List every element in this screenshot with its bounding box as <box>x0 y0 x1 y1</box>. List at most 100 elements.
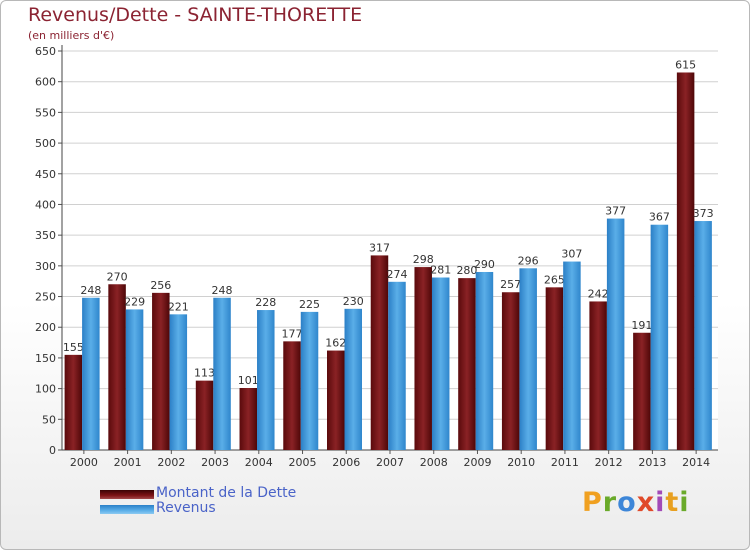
x-tick-label: 2002 <box>157 456 185 469</box>
bar-revenus <box>169 314 188 450</box>
data-label-revenus: 229 <box>124 295 145 308</box>
y-tick-label: 300 <box>35 260 56 273</box>
bar-revenus <box>519 268 537 450</box>
bar-revenus <box>82 297 100 450</box>
proxiti-logo: Proxiti <box>582 487 690 518</box>
data-label-revenus: 367 <box>649 211 670 224</box>
bar-revenus <box>606 218 625 450</box>
bar-revenus <box>388 281 406 450</box>
data-label-dette: 162 <box>325 337 346 350</box>
data-label-dette: 113 <box>194 367 215 380</box>
logo-letter: P <box>582 487 603 518</box>
y-tick-label: 100 <box>35 383 56 396</box>
y-tick-label: 200 <box>35 321 56 334</box>
bar-revenus <box>213 297 231 450</box>
data-label-revenus: 377 <box>605 205 626 218</box>
bar-dette <box>501 292 520 450</box>
bar-dette <box>327 350 345 450</box>
x-tick-label: 2014 <box>682 456 710 469</box>
bar-revenus <box>650 224 669 450</box>
y-tick-label: 450 <box>35 168 56 181</box>
bar-dette <box>283 341 301 450</box>
bar-dette <box>633 332 651 450</box>
bar-revenus <box>431 277 450 450</box>
data-label-dette: 270 <box>107 270 128 283</box>
bar-dette <box>370 255 389 450</box>
x-tick-label: 2008 <box>420 456 448 469</box>
y-tick-label: 600 <box>35 76 56 89</box>
bar-dette <box>152 292 170 450</box>
logo-letter: r <box>602 487 618 518</box>
data-label-dette: 242 <box>588 287 609 300</box>
bar-revenus <box>300 311 319 450</box>
data-label-revenus: 228 <box>255 296 276 309</box>
data-label-revenus: 373 <box>693 207 714 220</box>
x-tick-label: 2001 <box>114 456 142 469</box>
logo-letter: i <box>679 487 690 518</box>
y-tick-label: 400 <box>35 198 56 211</box>
y-tick-label: 350 <box>35 229 56 242</box>
bar-dette <box>195 380 214 450</box>
x-tick-label: 2013 <box>638 456 666 469</box>
data-label-revenus: 225 <box>299 298 320 311</box>
legend-swatch-dette <box>100 490 154 499</box>
y-tick-label: 150 <box>35 352 56 365</box>
x-tick-label: 2012 <box>595 456 623 469</box>
data-label-dette: 191 <box>631 319 652 332</box>
chart-subtitle: (en milliers d'€) <box>28 29 115 42</box>
data-label-dette: 177 <box>282 327 303 340</box>
logo-letter: o <box>617 487 637 518</box>
data-label-revenus: 248 <box>212 284 233 297</box>
chart-title: Revenus/Dette - SAINTE-THORETTE <box>28 4 363 26</box>
x-tick-label: 2004 <box>245 456 273 469</box>
legend-label-revenus: Revenus <box>156 500 216 516</box>
x-tick-label: 2005 <box>289 456 317 469</box>
bar-dette <box>589 301 607 450</box>
bar-revenus <box>694 221 712 450</box>
x-tick-label: 2010 <box>507 456 535 469</box>
y-tick-label: 250 <box>35 291 56 304</box>
x-tick-label: 2003 <box>201 456 229 469</box>
data-label-revenus: 230 <box>343 295 364 308</box>
bar-dette <box>414 267 432 450</box>
data-label-revenus: 248 <box>80 284 101 297</box>
data-label-dette: 155 <box>63 341 84 354</box>
x-tick-label: 2007 <box>376 456 404 469</box>
y-tick-label: 50 <box>42 413 56 426</box>
data-label-dette: 256 <box>150 279 171 292</box>
data-label-revenus: 296 <box>518 254 539 267</box>
data-label-revenus: 307 <box>561 248 582 261</box>
logo-letter: i <box>655 487 666 518</box>
data-label-dette: 257 <box>500 278 521 291</box>
data-label-dette: 265 <box>544 273 565 286</box>
data-label-dette: 317 <box>369 241 390 254</box>
y-tick-label: 650 <box>35 45 56 58</box>
logo-letter: t <box>665 487 680 518</box>
bar-revenus <box>475 271 494 450</box>
bar-revenus <box>125 309 144 450</box>
data-label-dette: 101 <box>238 374 259 387</box>
y-tick-label: 500 <box>35 137 56 150</box>
bar-revenus <box>257 310 275 450</box>
x-tick-label: 2006 <box>332 456 360 469</box>
data-label-revenus: 221 <box>168 300 189 313</box>
bar-dette <box>239 388 258 450</box>
data-label-revenus: 281 <box>430 264 451 277</box>
y-tick-label: 550 <box>35 106 56 119</box>
data-label-dette: 615 <box>675 58 696 71</box>
bar-dette <box>108 284 126 450</box>
legend-swatch-revenus <box>100 505 154 514</box>
bar-dette <box>545 287 564 450</box>
bar-revenus <box>563 261 581 450</box>
data-label-revenus: 290 <box>474 258 495 271</box>
data-label-dette: 280 <box>456 264 477 277</box>
bar-revenus <box>344 308 362 450</box>
bar-dette <box>64 354 83 450</box>
x-tick-label: 2011 <box>551 456 579 469</box>
logo-letter: x <box>636 487 656 518</box>
bar-dette <box>676 72 695 450</box>
y-tick-label: 0 <box>49 444 56 457</box>
data-label-revenus: 274 <box>386 268 407 281</box>
x-tick-label: 2000 <box>70 456 98 469</box>
